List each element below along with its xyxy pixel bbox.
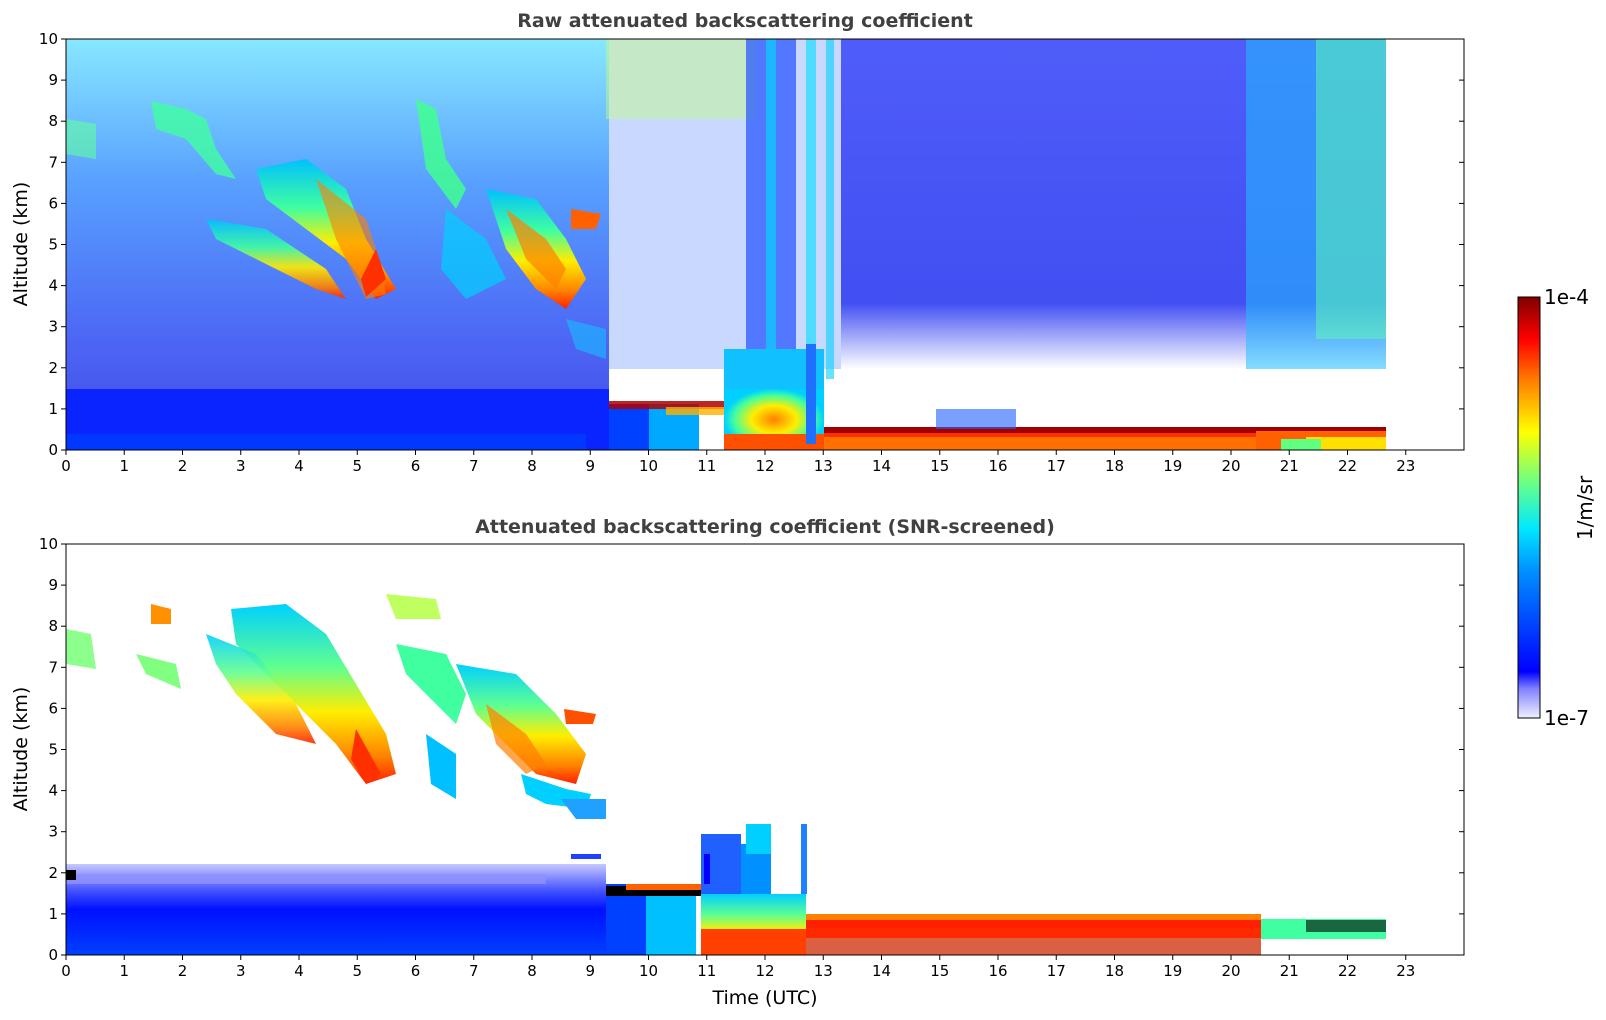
x-tick-label: 23 [1396,457,1415,475]
plot-area [65,543,1465,956]
colorbar-min-label: 1e-7 [1544,706,1589,730]
colorbar-gradient [1517,296,1541,719]
y-tick-label: 8 [48,617,58,635]
x-tick-label: 13 [814,457,833,475]
x-tick-label: 8 [527,962,537,980]
x-tick-label: 12 [755,457,774,475]
x-tick-label: 13 [814,962,833,980]
chart-title: Attenuated backscattering coefficient (S… [475,516,1055,538]
y-tick-label: 1 [48,400,58,418]
x-tick-label: 20 [1221,962,1240,980]
x-tick-label: 2 [178,962,188,980]
y-tick-label: 6 [48,699,58,717]
x-tick-label: 11 [697,962,716,980]
x-tick-label: 21 [1280,457,1299,475]
x-tick-label: 16 [988,457,1007,475]
x-tick-label: 2 [178,457,188,475]
y-tick-label: 10 [39,535,58,553]
x-tick-label: 7 [469,457,479,475]
x-tick-label: 0 [61,457,71,475]
y-tick-label: 4 [48,782,58,800]
x-tick-label: 3 [236,962,246,980]
x-tick-label: 4 [294,962,304,980]
x-tick-label: 10 [639,962,658,980]
colorbar: 1e-4 1e-7 1/m/sr [1517,285,1597,730]
x-tick-label: 15 [930,962,949,980]
y-tick-label: 10 [39,30,58,48]
y-tick-label: 0 [48,946,58,964]
y-tick-label: 7 [48,153,58,171]
y-axis-label: Altitude (km) [10,687,32,812]
x-tick-label: 8 [527,457,537,475]
x-tick-label: 1 [119,457,129,475]
y-tick-label: 1 [48,905,58,923]
x-tick-label: 23 [1396,962,1415,980]
x-tick-label: 22 [1338,962,1357,980]
x-tick-label: 11 [697,457,716,475]
x-tick-label: 17 [1047,457,1066,475]
x-tick-label: 4 [294,457,304,475]
x-tick-label: 15 [930,457,949,475]
y-tick-label: 5 [48,741,58,759]
y-tick-label: 7 [48,658,58,676]
y-tick-label: 4 [48,277,58,295]
x-tick-label: 6 [411,457,421,475]
x-tick-label: 21 [1280,962,1299,980]
colorbar-label: 1/m/sr [1573,475,1597,540]
y-tick-label: 6 [48,194,58,212]
y-tick-label: 5 [48,236,58,254]
x-tick-label: 9 [585,457,595,475]
y-tick-label: 8 [48,112,58,130]
x-tick-label: 22 [1338,457,1357,475]
x-tick-label: 5 [352,962,362,980]
x-tick-label: 14 [872,457,891,475]
x-tick-label: 9 [585,962,595,980]
x-tick-label: 16 [988,962,1007,980]
x-tick-label: 12 [755,962,774,980]
x-tick-label: 17 [1047,962,1066,980]
x-tick-label: 19 [1163,457,1182,475]
axis-ticks: 0 1 2 3 4 5 6 7 8 9 10 11 12 13 14 15 16 17 18 19 20 21 22 2301… [39,535,1464,980]
x-tick-label: 19 [1163,962,1182,980]
y-tick-label: 9 [48,576,58,594]
x-tick-label: 6 [411,962,421,980]
x-axis-label: Time (UTC) [711,987,817,1009]
y-tick-label: 3 [48,823,58,841]
axis-ticks: 0 1 2 3 4 5 6 7 8 9 10 11 12 13 14 15 16 17 18 19 20 21 22 2301… [39,30,1464,475]
plot-area [65,38,1465,451]
x-tick-label: 18 [1105,962,1124,980]
colorbar-max-label: 1e-4 [1544,285,1589,309]
x-tick-label: 5 [352,457,362,475]
x-tick-label: 0 [61,962,71,980]
y-tick-label: 9 [48,71,58,89]
y-tick-label: 2 [48,359,58,377]
x-tick-label: 10 [639,457,658,475]
y-tick-label: 3 [48,318,58,336]
x-tick-label: 18 [1105,457,1124,475]
panel-raw: Raw attenuated backscattering coefficien… [10,10,1465,475]
x-tick-label: 20 [1221,457,1240,475]
panel-screened: Attenuated backscattering coefficient (S… [10,516,1465,1009]
x-tick-label: 7 [469,962,479,980]
y-tick-label: 0 [48,441,58,459]
x-tick-label: 1 [119,962,129,980]
y-tick-label: 2 [48,864,58,882]
x-tick-label: 3 [236,457,246,475]
x-tick-label: 14 [872,962,891,980]
y-axis-label: Altitude (km) [10,182,32,307]
chart-title: Raw attenuated backscattering coefficien… [517,10,973,32]
